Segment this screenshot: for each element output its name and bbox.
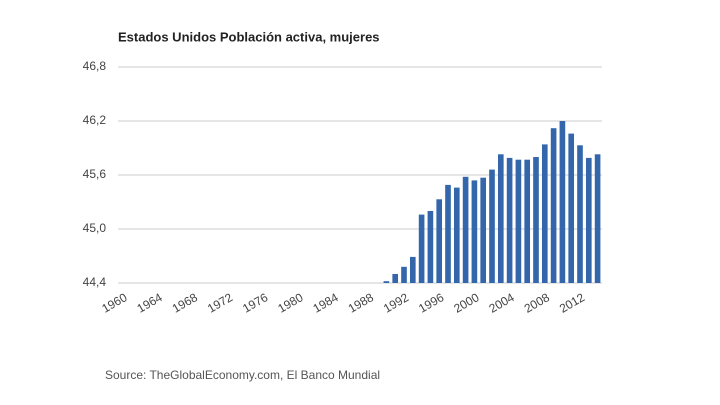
bar xyxy=(506,157,513,283)
bar xyxy=(497,154,504,283)
bar xyxy=(594,154,601,283)
bar xyxy=(559,121,566,283)
bar xyxy=(480,177,487,283)
y-tick-label: 45,0 xyxy=(83,221,107,235)
bar xyxy=(585,157,592,283)
bar xyxy=(436,199,443,283)
bar xyxy=(383,281,390,283)
bar xyxy=(515,159,522,283)
y-tick-label: 44,4 xyxy=(83,275,107,289)
bar xyxy=(550,128,557,283)
chart-title: Estados Unidos Población activa, mujeres xyxy=(118,29,380,44)
bar xyxy=(524,159,531,283)
bar xyxy=(427,211,434,283)
bar xyxy=(568,133,575,283)
bar xyxy=(453,187,460,283)
bar xyxy=(445,184,451,283)
bar xyxy=(577,145,583,283)
y-tick-label: 46,2 xyxy=(83,113,107,127)
bar xyxy=(401,266,407,283)
y-tick-label: 46,8 xyxy=(83,59,107,73)
source-note: Source: TheGlobalEconomy.com, El Banco M… xyxy=(105,368,380,382)
bar xyxy=(418,214,425,283)
bar xyxy=(471,180,478,283)
y-tick-label: 45,6 xyxy=(83,167,107,181)
bar xyxy=(392,274,399,283)
bar xyxy=(409,256,416,283)
bar xyxy=(533,157,539,283)
bar xyxy=(541,144,548,283)
bar xyxy=(489,169,495,283)
bar xyxy=(462,176,469,283)
